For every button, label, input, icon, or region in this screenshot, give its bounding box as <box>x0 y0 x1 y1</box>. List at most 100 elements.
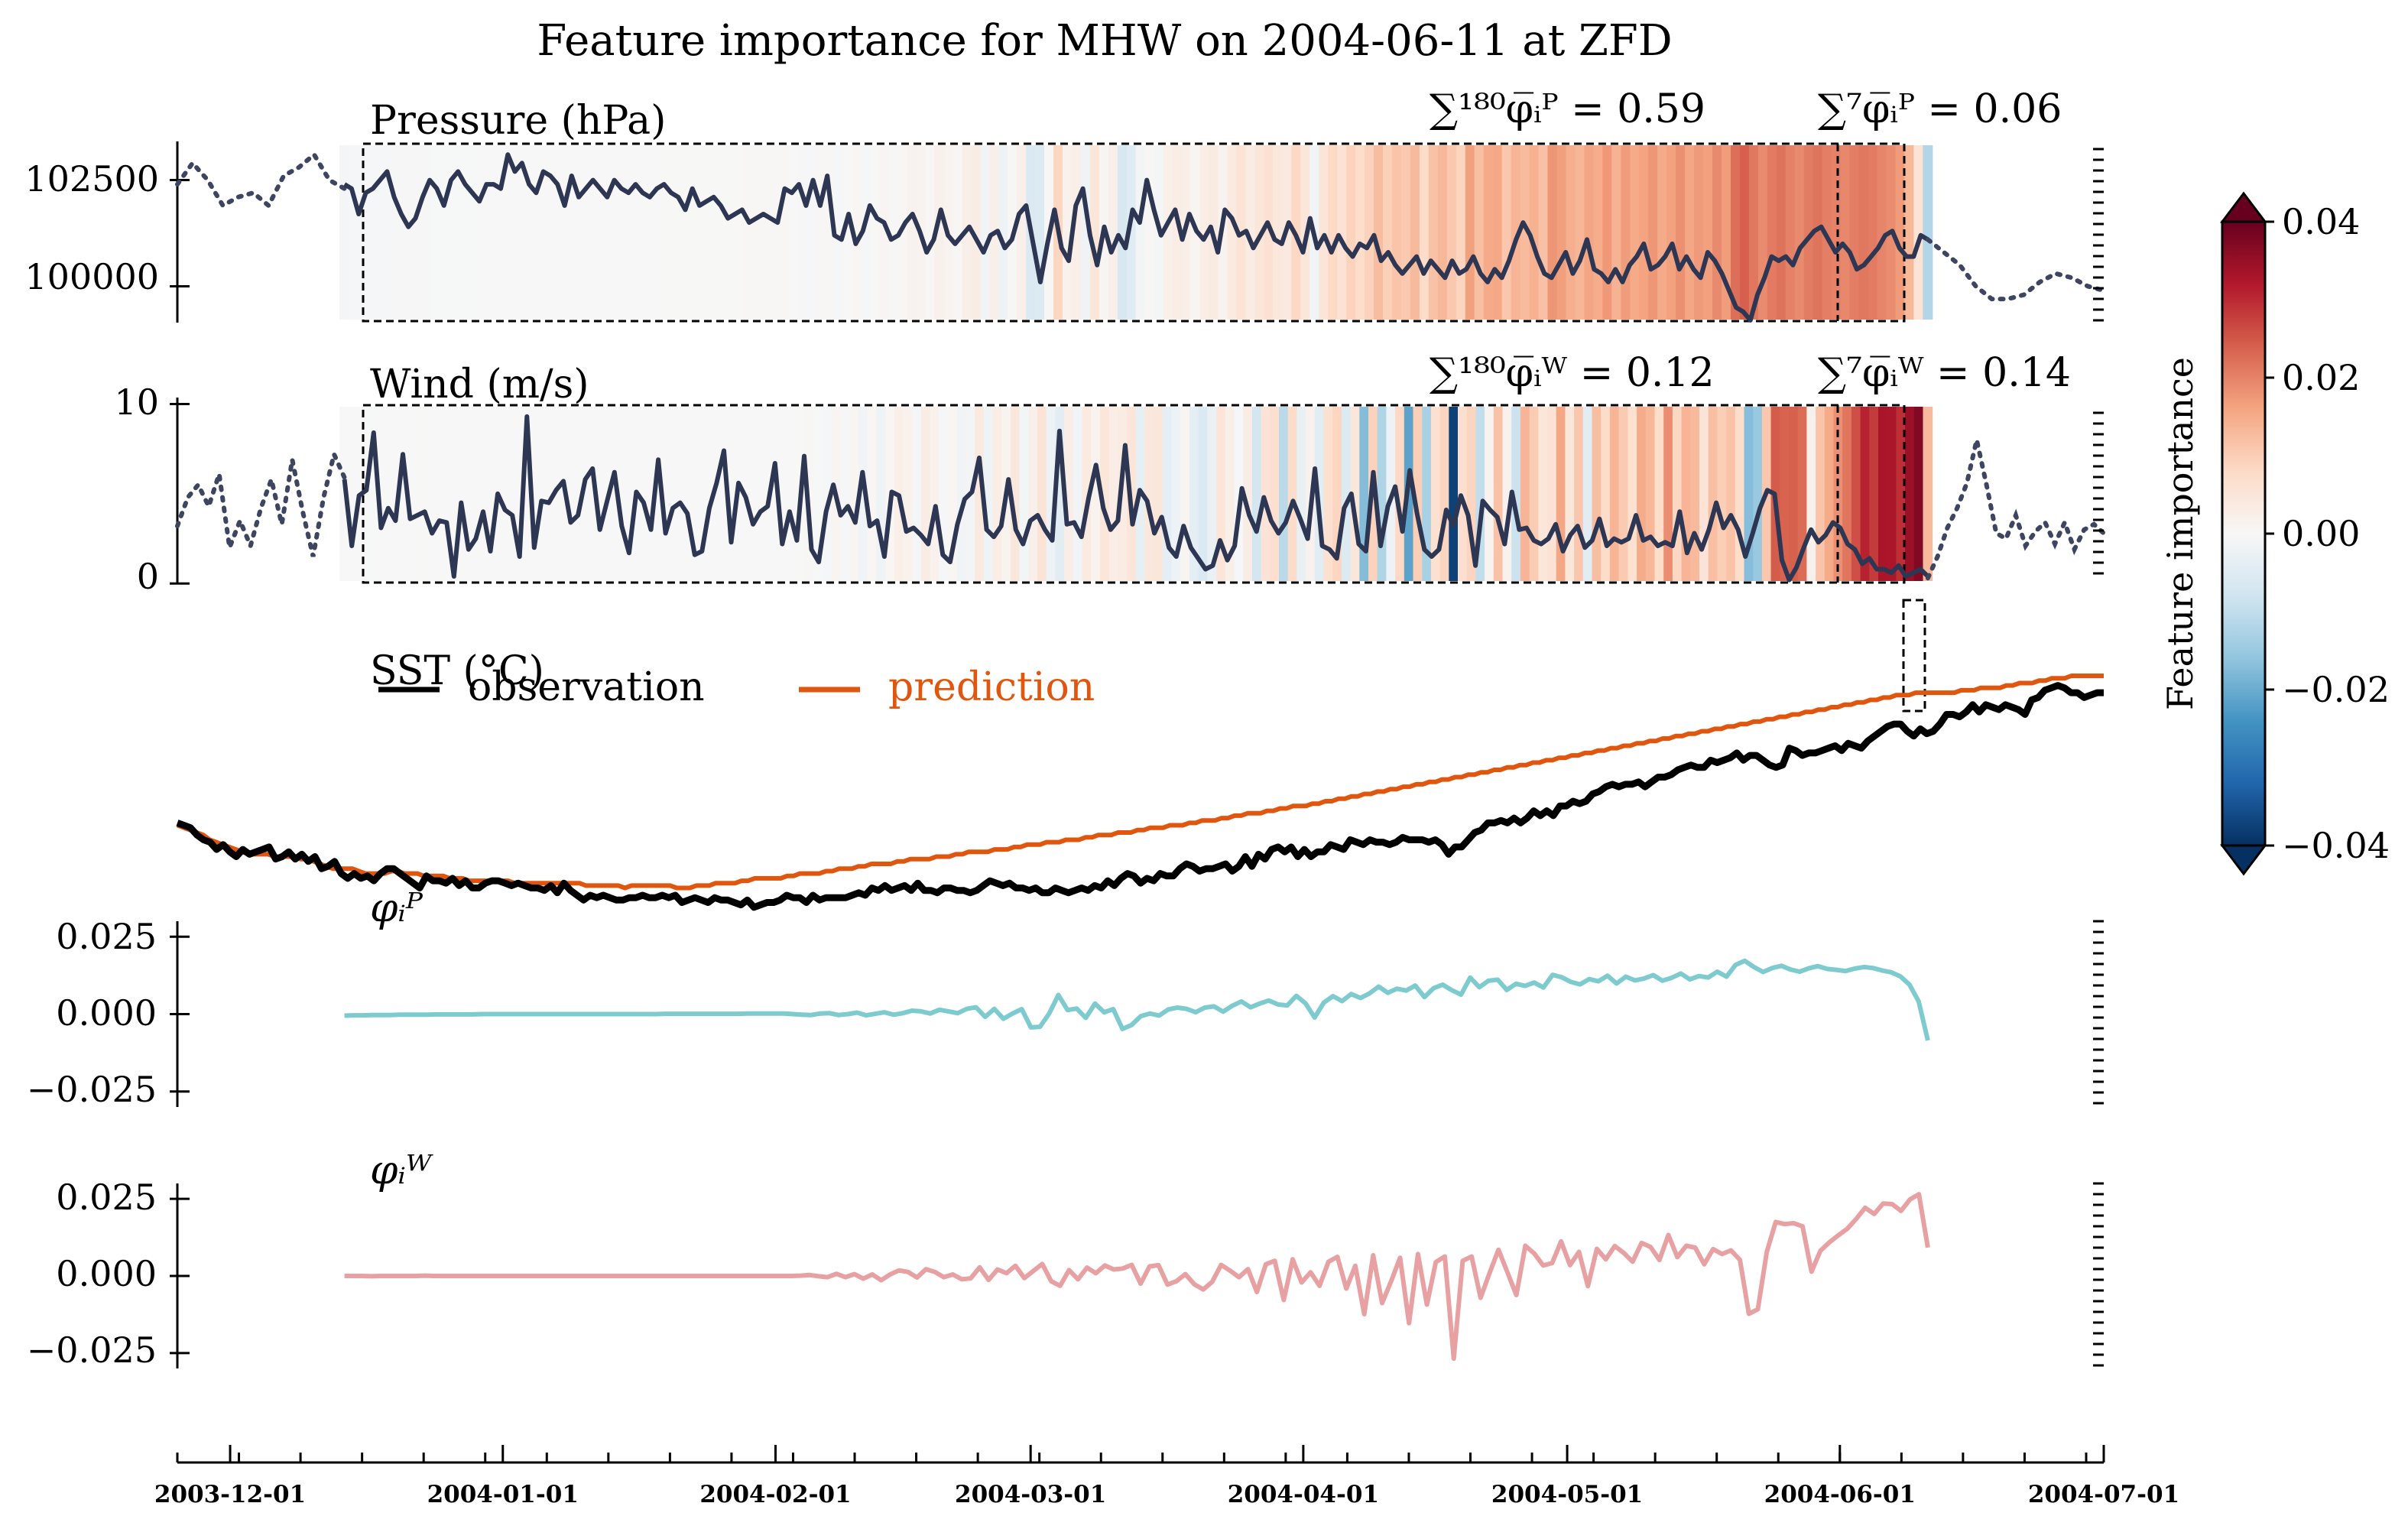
pressure-heat-stripe <box>1593 145 1604 320</box>
wind-heat-stripe <box>1913 407 1924 581</box>
pressure-heat-stripe <box>724 145 734 320</box>
phi-wind-line <box>344 1192 1930 1362</box>
wind-heat-stripe <box>1842 407 1852 581</box>
wind-y-ticks <box>170 402 190 585</box>
pressure-heat-stripe <box>1785 145 1796 320</box>
wind-heat-stripe <box>1520 407 1530 581</box>
wind-heat-stripe <box>867 407 878 581</box>
pressure-heat-stripe <box>1392 145 1402 320</box>
wind-heat-stripe <box>1323 407 1334 581</box>
pressure-window-box <box>362 142 1906 323</box>
pressure-heat-stripe <box>339 145 350 320</box>
colorbar-top-extension <box>2219 191 2268 223</box>
wind-heat-stripe <box>1708 407 1718 581</box>
wind-heat-stripe <box>670 407 680 581</box>
wind-heat-stripe <box>563 407 573 581</box>
pressure-ytick-label-102500: 102500 <box>24 158 159 200</box>
wind-heat-stripe <box>1422 407 1432 581</box>
pressure-heat-stripe <box>586 145 597 320</box>
date-tick-label: 2004-07-01 <box>2028 1481 2179 1508</box>
pressure-heat-stripe <box>769 145 780 320</box>
wind-heat-stripe <box>384 407 394 581</box>
pressure-heat-stripe <box>742 145 752 320</box>
wind-heat-stripe <box>1816 407 1825 581</box>
wind-heat-stripe <box>572 407 583 581</box>
wind-heat-stripe <box>1905 407 1915 581</box>
pressure-sum-long: ∑¹⁸⁰φ̅ᵢᴾ = 0.59 <box>1430 86 1705 132</box>
pressure-heat-stripe <box>1639 145 1650 320</box>
wind-heat-stripe <box>1529 407 1540 581</box>
pressure-heat-stripe <box>1602 145 1613 320</box>
pressure-sum-short: ∑⁷φ̅ᵢᴾ = 0.06 <box>1818 86 2062 132</box>
phi-pressure-ytick-label-pos: 0.025 <box>56 916 157 957</box>
wind-heat-stripe <box>1797 407 1808 581</box>
sst-observation-line <box>176 682 2104 911</box>
wind-heat-stripe <box>1180 407 1190 581</box>
pressure-panel: 102500 100000 Pressure (hPa) ∑¹⁸⁰φ̅ᵢᴾ = … <box>24 86 2106 323</box>
sst-panel: SST (°C) observation prediction <box>176 599 2104 911</box>
wind-heat-stripe <box>903 407 914 581</box>
pressure-heat-stripe <box>1566 145 1576 320</box>
pressure-heat-stripe <box>1492 145 1503 320</box>
wind-heat-stripe <box>1458 407 1468 581</box>
wind-heat-stripe <box>1243 407 1253 581</box>
pressure-heat-stripe <box>1923 145 1933 320</box>
date-axis: 2003-12-01 2004-01-01 2004-02-01 2004-03-01… <box>154 1445 2179 1508</box>
pressure-heat-stripe <box>1428 145 1439 320</box>
wind-dotted-before-line <box>175 446 347 557</box>
wind-window-box <box>362 404 1906 584</box>
legend-prediction-label: prediction <box>888 664 1095 710</box>
wind-heat-stripe <box>661 407 672 581</box>
wind-heat-stripe <box>992 407 1003 581</box>
wind-heat-stripe <box>1753 407 1763 581</box>
pressure-heat-stripe <box>678 145 689 320</box>
wind-heat-stripe <box>1341 407 1352 581</box>
pressure-heat-stripe <box>623 145 634 320</box>
pressure-heat-stripe <box>1483 145 1494 320</box>
wind-heat-stripe <box>983 407 994 581</box>
pressure-y-ticks <box>170 179 190 287</box>
wind-heat-stripe <box>1485 407 1494 581</box>
wind-heat-stripe <box>1189 407 1199 581</box>
pressure-heat-stripe <box>421 145 432 320</box>
wind-heat-stripe <box>1538 407 1548 581</box>
wind-heat-stripe <box>1439 407 1450 581</box>
date-tick-label: 2004-06-01 <box>1764 1481 1916 1508</box>
wind-panel: 10 0 Wind (m/s) ∑¹⁸⁰φ̅ᵢᵂ = 0.12 ∑⁷φ̅ᵢᵂ =… <box>114 350 2106 597</box>
pressure-heat-stripe <box>1547 145 1558 320</box>
pressure-heat-stripe <box>1895 145 1906 320</box>
wind-heat-stripe <box>1860 407 1871 581</box>
wind-heat-stripe <box>1091 407 1101 581</box>
pressure-heat-stripe <box>1474 145 1485 320</box>
pressure-heat-stripe <box>815 145 826 320</box>
sst-prediction-line <box>176 674 2104 891</box>
pressure-heat-stripe <box>907 145 917 320</box>
wind-heat-stripe <box>420 407 430 581</box>
wind-heat-stripe <box>742 407 752 581</box>
date-tick-label: 2004-03-01 <box>955 1481 1106 1508</box>
pressure-heat-stripe <box>1419 145 1430 320</box>
pressure-heat-stripe <box>1108 145 1118 320</box>
wind-heat-stripe <box>1198 407 1209 581</box>
pressure-heat-stripe <box>1063 145 1073 320</box>
wind-heat-stripe <box>1261 407 1271 581</box>
wind-heat-stripe <box>1806 407 1817 581</box>
wind-heat-stripe <box>1878 407 1888 581</box>
pressure-heat-stripe <box>1556 145 1567 320</box>
pressure-heat-stripe <box>1465 145 1475 320</box>
wind-heat-stripe <box>545 407 556 581</box>
pressure-heat-stripe <box>1135 145 1146 320</box>
pressure-heat-stripe <box>358 145 368 320</box>
pressure-heat-stripe <box>998 145 1009 320</box>
phi-pressure-panel: 0.025 0.000 −0.025 φᵢᴾ <box>27 885 1930 1110</box>
wind-heat-stripe <box>1377 407 1387 581</box>
pressure-heat-stripe <box>1840 145 1851 320</box>
pressure-heat-stripe <box>1273 145 1284 320</box>
phi-wind-label: φᵢᵂ <box>370 1148 433 1193</box>
pressure-heat-stripe <box>1666 145 1677 320</box>
phi-pressure-y-ticks <box>170 935 190 1093</box>
pressure-heat-stripe <box>1163 145 1173 320</box>
phi-pressure-line <box>344 958 1930 1041</box>
pressure-heat-stripe <box>1849 145 1860 320</box>
pressure-heat-stripe <box>952 145 963 320</box>
